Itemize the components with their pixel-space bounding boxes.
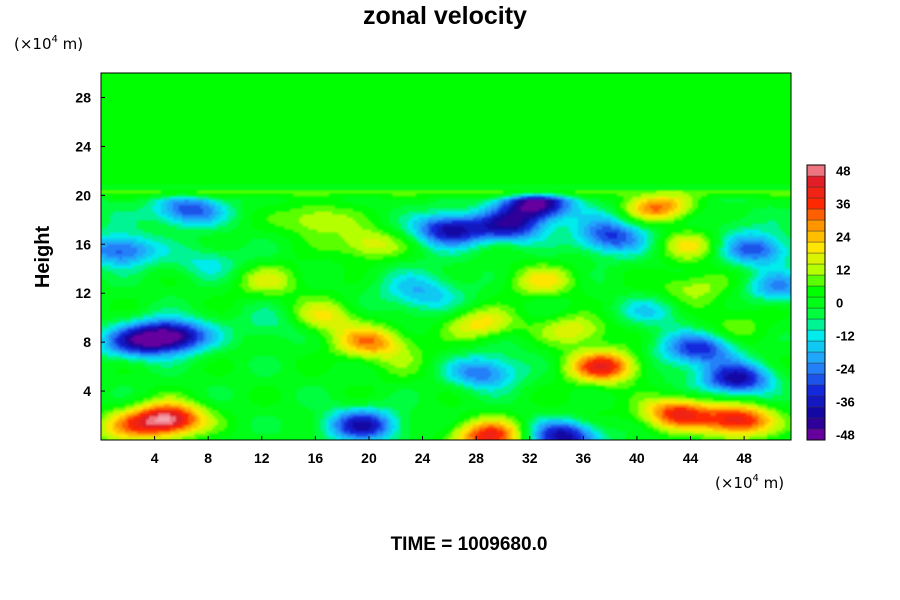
colorbar-tick-label: 0: [836, 296, 843, 311]
colorbar-swatch: [806, 307, 826, 320]
heatmap-image: [101, 73, 791, 440]
colorbar-swatch: [806, 296, 826, 309]
x-tick-label: 28: [468, 450, 484, 466]
colorbar-swatch: [806, 362, 826, 375]
y-tick-label: 16: [75, 236, 91, 252]
colorbar-swatch: [806, 197, 826, 210]
x-axis-unit: (×104 m): [715, 473, 784, 492]
y-tick-label: 28: [75, 89, 91, 105]
y-tick-label: 12: [75, 285, 91, 301]
colorbar-swatch: [806, 340, 826, 353]
chart-title: zonal velocity: [363, 2, 527, 30]
heatmap-area: [100, 72, 792, 441]
colorbar-tick-label: -24: [836, 362, 856, 377]
x-tick-label: 44: [683, 450, 699, 466]
colorbar-swatch: [806, 252, 826, 265]
y-axis-ticks: 4 8 12 16 20 24 28: [75, 89, 105, 399]
x-tick-label: 20: [361, 450, 377, 466]
x-tick-label: 16: [308, 450, 324, 466]
colorbar-tick-label: 24: [836, 230, 851, 245]
y-axis-unit: (×104 m): [14, 34, 83, 53]
colorbar-swatch: [806, 318, 826, 331]
x-axis-ticks: 4 8 12 16 20 24 28 32 36 40 44 48: [151, 436, 752, 466]
colorbar-tick-label: 36: [836, 197, 850, 212]
colorbar-tick-label: -48: [836, 428, 855, 443]
y-tick-label: 8: [83, 334, 91, 350]
x-tick-label: 8: [204, 450, 212, 466]
colorbar-tick-label: -12: [836, 329, 855, 344]
x-tick-label: 40: [629, 450, 645, 466]
colorbar-swatch: [806, 263, 826, 276]
y-axis-label: Height: [32, 226, 54, 289]
colorbar-tick-label: -36: [836, 395, 855, 410]
x-tick-label: 12: [254, 450, 270, 466]
colorbar-swatch: [806, 274, 826, 287]
x-tick-label: 48: [736, 450, 752, 466]
colorbar-tick-label: 12: [836, 263, 850, 278]
colorbar-swatch: [806, 164, 826, 177]
y-tick-label: 20: [75, 187, 91, 203]
x-tick-label: 36: [576, 450, 592, 466]
colorbar: [806, 164, 826, 441]
colorbar-swatch: [806, 384, 826, 397]
x-tick-label: 24: [415, 450, 431, 466]
colorbar-frame: [806, 164, 826, 441]
colorbar-swatch: [806, 428, 826, 441]
colorbar-swatch: [806, 208, 826, 221]
colorbar-swatch: [806, 175, 826, 188]
time-label: TIME = 1009680.0: [391, 534, 548, 555]
colorbar-swatch: [806, 241, 826, 254]
y-tick-label: 4: [83, 383, 91, 399]
colorbar-swatch: [806, 230, 826, 243]
colorbar-swatch: [806, 351, 826, 364]
x-tick-label: 4: [151, 450, 159, 466]
colorbar-swatch: [806, 219, 826, 232]
y-tick-label: 24: [75, 138, 91, 154]
colorbar-swatch: [806, 406, 826, 419]
colorbar-tick-label: 48: [836, 164, 850, 179]
plot-frame: [100, 72, 792, 441]
colorbar-swatch: [806, 417, 826, 430]
colorbar-ticks: 48 36 24 12 0 -12 -24 -36 -48: [836, 164, 856, 443]
x-tick-label: 32: [522, 450, 538, 466]
colorbar-swatch: [806, 329, 826, 342]
colorbar-swatch: [806, 395, 826, 408]
colorbar-swatch: [806, 373, 826, 386]
colorbar-swatch: [806, 285, 826, 298]
colorbar-swatch: [806, 186, 826, 199]
